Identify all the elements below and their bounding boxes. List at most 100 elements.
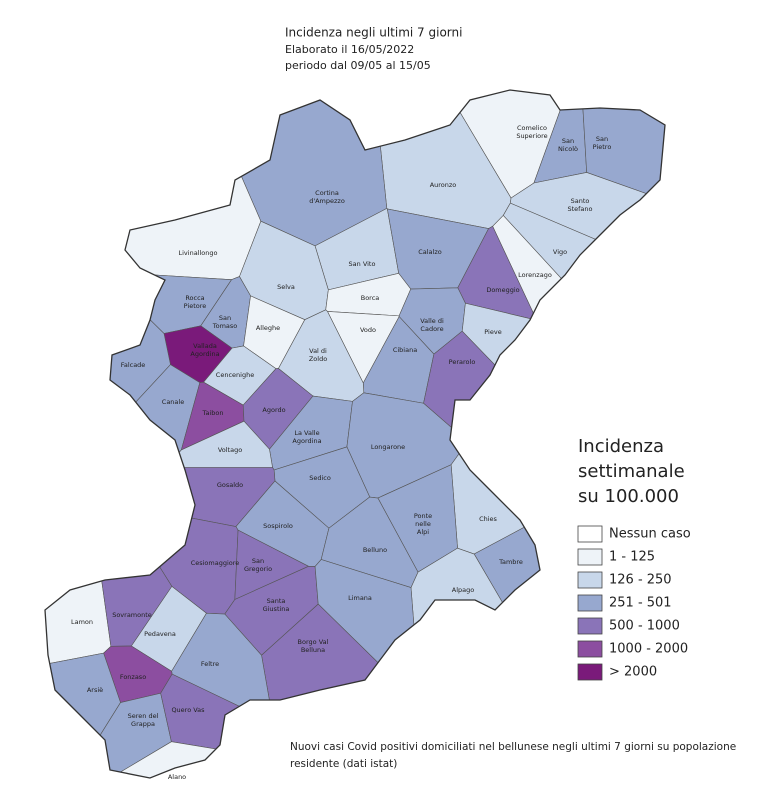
footnote: Nuovi casi Covid positivi domiciliati ne… <box>290 741 736 753</box>
subtitle: Elaborato il 16/05/2022 <box>285 43 414 56</box>
municipality-label: Agordina <box>292 437 321 445</box>
municipality-label: d'Ampezzo <box>309 197 345 205</box>
legend-label: 126 - 250 <box>609 573 672 588</box>
municipality-label: Nicolò <box>558 145 578 153</box>
municipality-label: Cibiana <box>393 346 417 354</box>
municipality-label: Agordo <box>262 406 285 414</box>
municipality-label: Tomaso <box>212 322 238 330</box>
municipality-label: Calalzo <box>418 248 442 256</box>
municipality-label: Borca <box>361 294 380 302</box>
municipality-label: Taibon <box>202 409 224 417</box>
legend-label: 1000 - 2000 <box>609 642 688 657</box>
municipality-label: Chies <box>479 515 497 523</box>
municipality-label: San <box>219 314 231 322</box>
legend-title: Incidenza <box>578 436 664 457</box>
municipality-label: Cortina <box>315 189 339 197</box>
municipality-area <box>45 90 262 280</box>
municipality-label: Alleghe <box>256 324 280 332</box>
municipality-label: Arsiè <box>87 686 103 694</box>
municipality-label: Gosaldo <box>217 481 243 489</box>
legend-swatch <box>577 663 603 681</box>
legend-label: Nessun caso <box>609 527 691 542</box>
legend-swatch <box>577 594 603 612</box>
municipality-label: Pietro <box>593 143 612 151</box>
municipality-label: Agordina <box>190 350 219 358</box>
legend-label: 500 - 1000 <box>609 619 680 634</box>
municipality-label: San <box>252 557 264 565</box>
municipality-label: Gregorio <box>244 565 272 573</box>
municipality-label: Fonzaso <box>120 673 146 681</box>
municipality-label: Vallada <box>193 342 217 350</box>
municipality-area <box>579 90 665 238</box>
municipality-label: Vigo <box>553 248 567 256</box>
municipality-label: Alpago <box>452 586 474 594</box>
subtitle: periodo dal 09/05 al 15/05 <box>285 59 431 72</box>
legend-label: 251 - 501 <box>609 596 672 611</box>
municipality-label: Santo <box>571 197 590 205</box>
municipality-label: Vodo <box>360 326 376 334</box>
municipality-label: Sospirolo <box>263 522 293 530</box>
municipality-label: Limana <box>348 594 372 602</box>
municipality-label: Pedavena <box>144 630 176 638</box>
legend-title: settimanale <box>578 461 685 482</box>
legend-swatch <box>577 617 603 635</box>
municipality-label: Pieve <box>484 328 501 336</box>
municipality-label: Domeggio <box>486 286 519 294</box>
municipality-label: San <box>562 137 574 145</box>
municipality-area <box>45 471 112 674</box>
municipality-label: Tambre <box>498 558 523 566</box>
municipality-label: Comelico <box>517 124 547 132</box>
municipality-label: Superiore <box>516 132 547 140</box>
municipality-label: Stefano <box>567 205 592 213</box>
municipality-label: Cesiomaggiore <box>191 559 240 567</box>
municipality-label: nelle <box>415 520 431 528</box>
municipality-label: Quero Vas <box>171 706 205 714</box>
municipality-label: Canale <box>162 398 184 406</box>
footnote: residente (dati istat) <box>290 758 397 770</box>
municipality-label: San Vito <box>349 260 376 268</box>
municipality-label: Auronzo <box>430 181 457 189</box>
municipality-label: Voltago <box>218 446 242 454</box>
municipality-label: Cadore <box>420 325 443 333</box>
municipality-label: Selva <box>277 283 295 291</box>
legend-swatch <box>577 548 603 566</box>
municipality-label: Alano <box>168 773 186 781</box>
municipality-label: Santa <box>267 597 286 605</box>
municipality-label: Falcade <box>121 361 146 369</box>
municipality-label: Ponte <box>414 512 432 520</box>
municipality-label: Pietore <box>184 302 207 310</box>
municipality-label: La Valle <box>294 429 319 437</box>
municipality-label: Rocca <box>185 294 204 302</box>
municipality-area <box>502 202 665 445</box>
municipality-label: Feltre <box>201 660 219 668</box>
municipality-label: Grappa <box>131 720 155 728</box>
municipality-label: Belluna <box>301 646 325 654</box>
municipality-label: Sovramonte <box>112 611 152 619</box>
municipality-label: Sedico <box>309 474 331 482</box>
municipality-label: Perarolo <box>449 358 476 366</box>
legend-swatch <box>577 571 603 589</box>
municipality-label: Alpi <box>417 528 429 536</box>
municipality-label: Belluno <box>363 546 387 554</box>
map-title: Incidenza negli ultimi 7 giorni <box>285 26 462 40</box>
legend-swatch <box>577 640 603 658</box>
province-outline <box>44 89 666 779</box>
municipality-label: Longarone <box>371 443 405 451</box>
legend-label: 1 - 125 <box>609 550 655 565</box>
municipality-labels: ComelicoSuperioreSanNicolòSanPietroAuron… <box>71 124 611 781</box>
municipality-label: Livinallongo <box>179 249 218 257</box>
municipality-label: San <box>596 135 608 143</box>
legend-swatch <box>577 525 603 543</box>
municipality-label: Val di <box>309 347 327 355</box>
municipality-area <box>45 652 121 778</box>
legend-title: su 100.000 <box>578 486 679 507</box>
municipality-area <box>461 302 665 432</box>
legend-label: > 2000 <box>609 665 657 680</box>
municipality-label: Lamon <box>71 618 93 626</box>
municipality-label: Borgo Val <box>298 638 329 646</box>
municipality-label: Lorenzago <box>518 271 552 279</box>
municipality-label: Zoldo <box>309 355 327 363</box>
legend: Incidenza settimanale su 100.000 Nessun cas… <box>577 436 691 681</box>
